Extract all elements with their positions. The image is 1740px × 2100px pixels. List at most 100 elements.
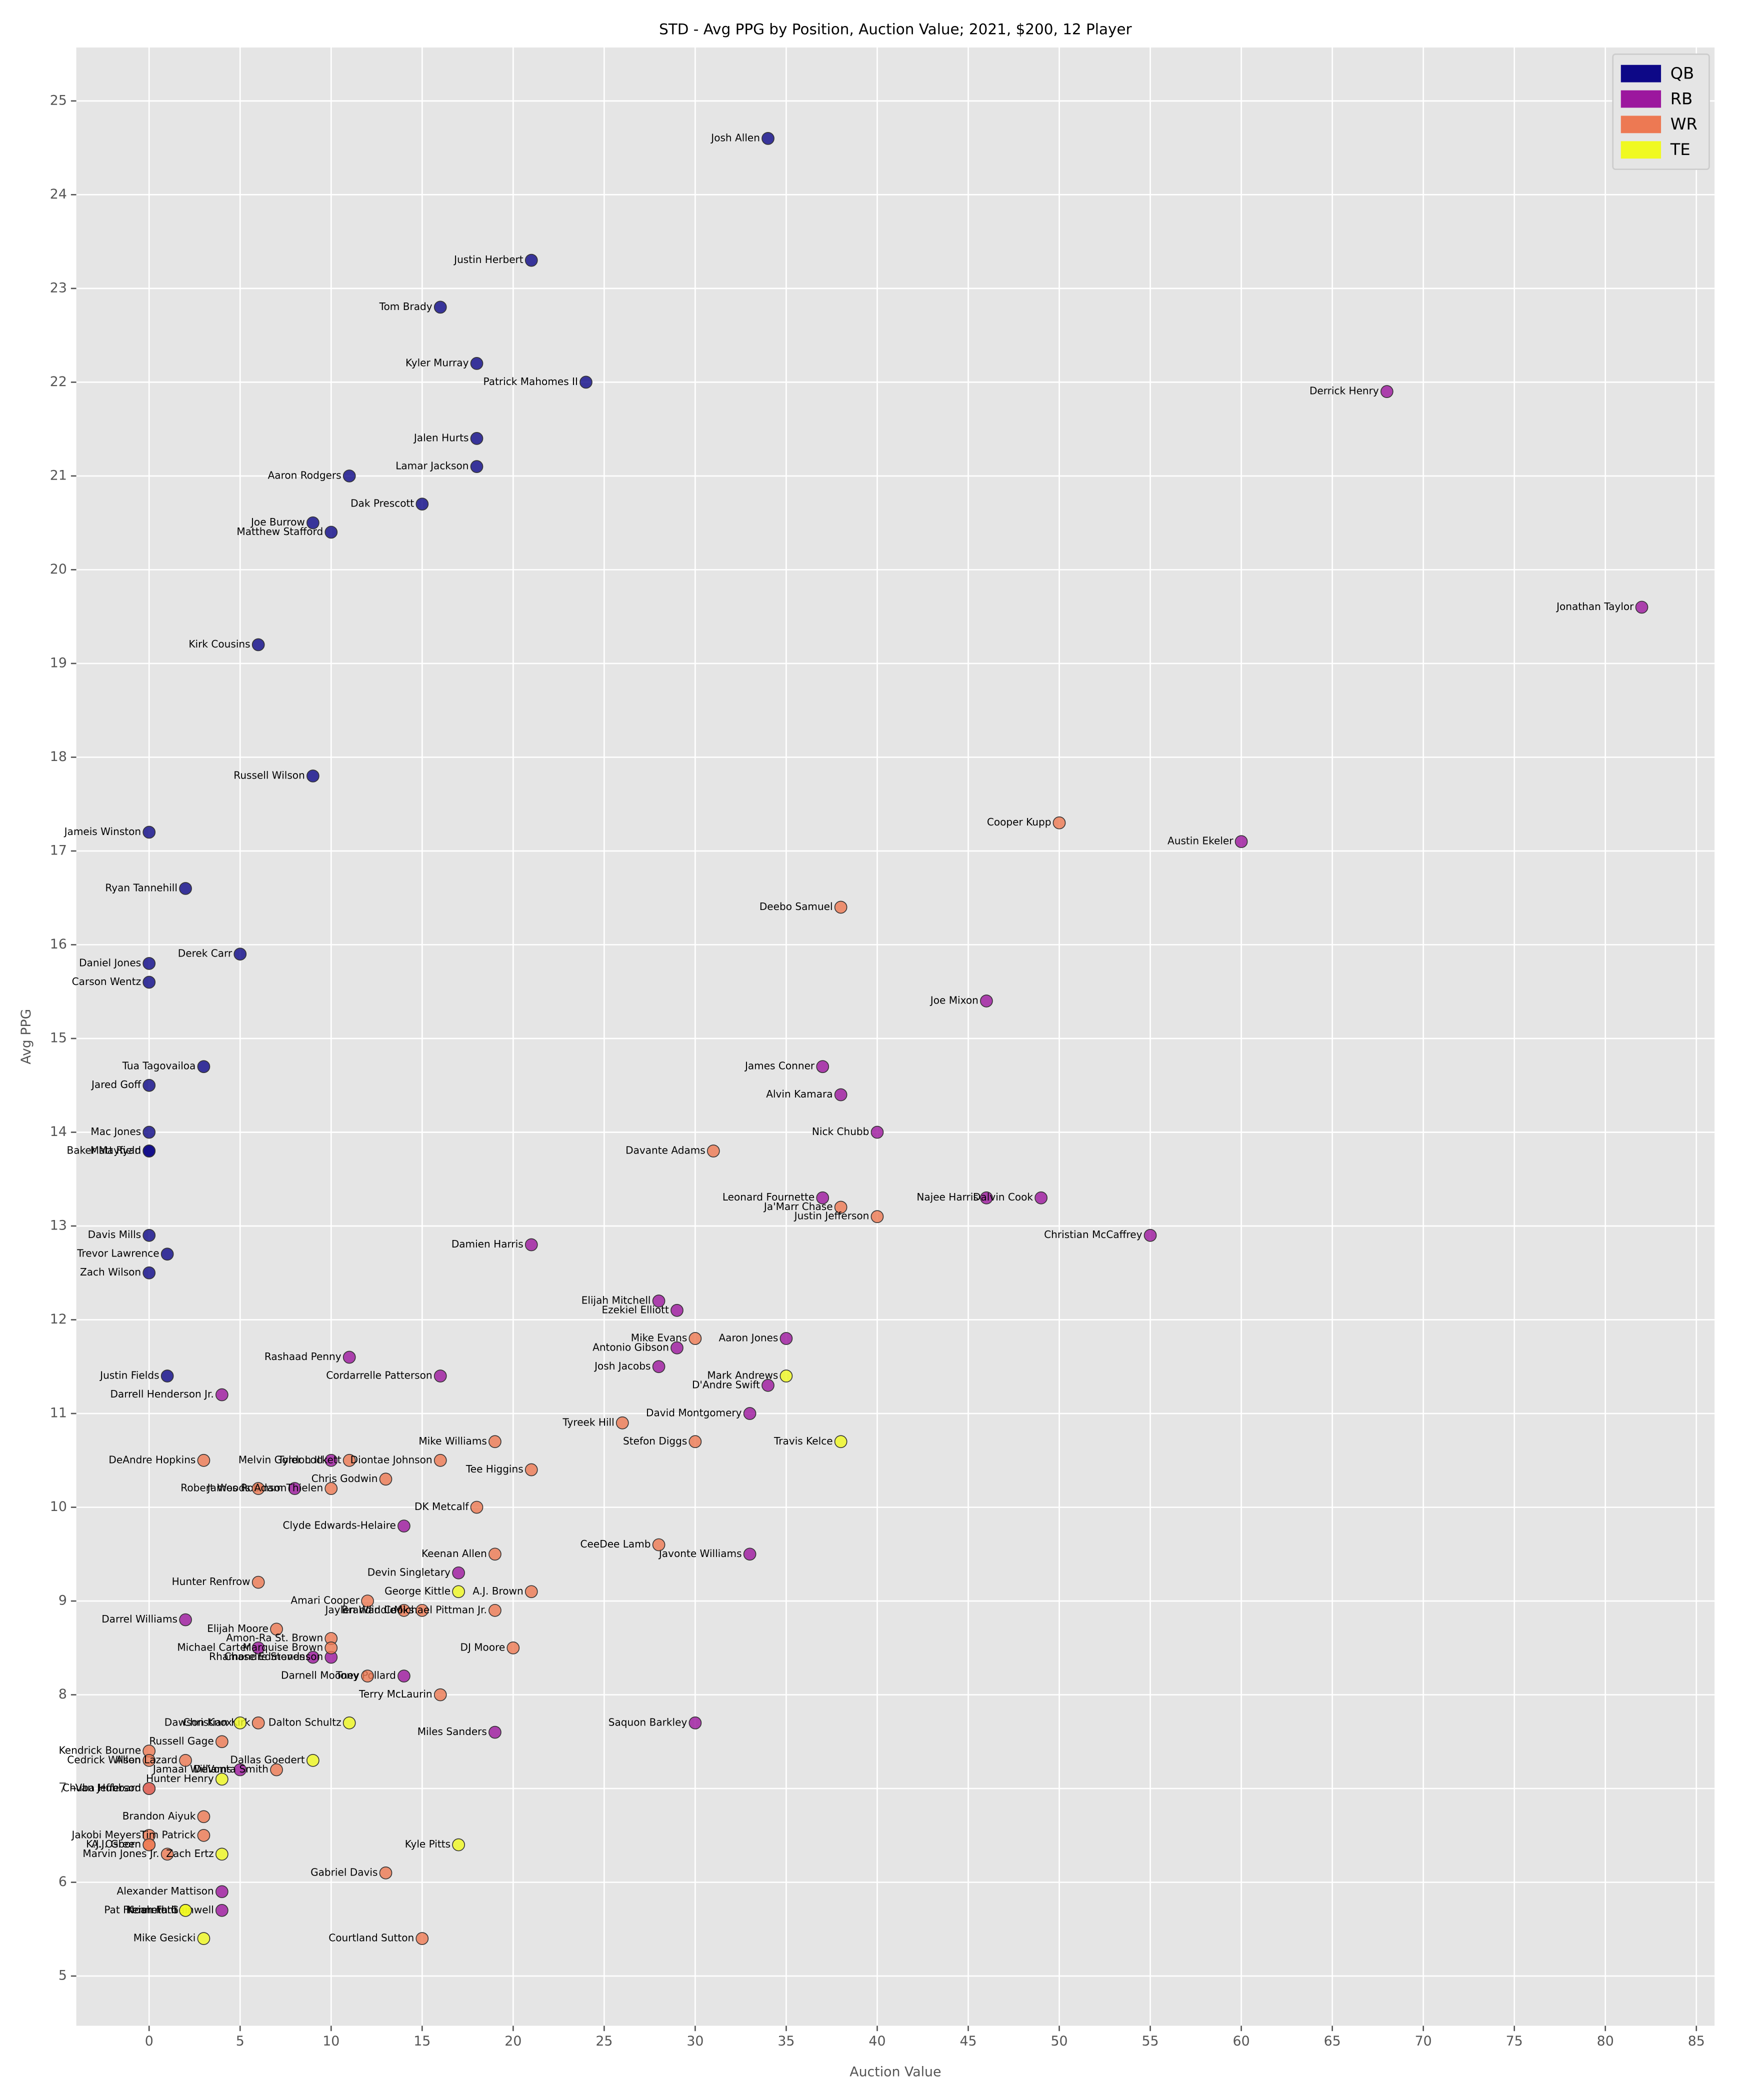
point: [197, 1932, 210, 1945]
x-tick-label: 80: [1597, 2034, 1614, 2049]
point-label: Darrel Williams: [102, 1613, 178, 1625]
point-label: Allen Lazard: [116, 1754, 178, 1766]
point-label: Kyler Murray: [406, 356, 469, 368]
point-label: Tom Brady: [379, 300, 432, 312]
y-tick-label: 11: [50, 1406, 67, 1421]
point: [215, 1848, 228, 1861]
point: [398, 1670, 410, 1682]
y-tick-label: 17: [50, 842, 67, 858]
point-label: Jonathan Taylor: [1556, 600, 1634, 612]
point-label: Elijah Moore: [207, 1622, 268, 1634]
point-label: Justin Fields: [99, 1370, 159, 1382]
point: [342, 1454, 356, 1467]
point-label: Christian McCaffrey: [1044, 1228, 1142, 1240]
point-label: Noah Fant: [127, 1904, 178, 1916]
point: [142, 1782, 156, 1795]
point-label: Alexander Mattison: [117, 1885, 214, 1897]
point-label: Jared Goff: [90, 1078, 142, 1090]
y-tick-label: 7: [58, 1780, 67, 1796]
point-label: Mac Jones: [90, 1126, 141, 1138]
legend-swatch: [1620, 116, 1662, 134]
point: [488, 1604, 502, 1617]
legend-swatch: [1620, 64, 1662, 82]
point-label: Rashaad Penny: [264, 1350, 342, 1362]
x-tick-label: 5: [236, 2034, 244, 2049]
y-tick-label: 15: [50, 1030, 67, 1046]
point: [670, 1304, 684, 1317]
x-tick-label: 50: [1050, 2034, 1068, 2049]
point-label: Brandon Aiyuk: [122, 1810, 196, 1822]
point: [270, 1622, 283, 1636]
point-label: Leonard Fournette: [722, 1191, 814, 1203]
legend-label: WR: [1670, 114, 1698, 134]
point-label: Davante Adams: [626, 1144, 706, 1156]
point-label: Daniel Jones: [79, 956, 141, 968]
point: [270, 1763, 283, 1776]
point-label: Derek Carr: [178, 948, 232, 960]
point-label: Chase Edmonds: [224, 1650, 304, 1662]
point-label: Devin Singletary: [368, 1566, 450, 1578]
point-label: James Robinson: [206, 1482, 287, 1494]
point-label: George Kittle: [384, 1585, 450, 1597]
point: [670, 1341, 684, 1354]
point-label: Travis Kelce: [774, 1435, 833, 1447]
point: [416, 1932, 429, 1945]
point: [142, 1078, 156, 1092]
x-tick-label: 35: [778, 2034, 794, 2049]
point-label: Diontae Johnson: [350, 1454, 432, 1466]
point: [816, 1191, 830, 1204]
point: [142, 976, 156, 989]
point: [834, 1200, 848, 1214]
point: [179, 1613, 192, 1626]
point-label: Kirk Cousins: [188, 638, 250, 650]
point: [780, 1370, 793, 1382]
point: [252, 638, 265, 652]
point-label: Davis Mills: [88, 1228, 142, 1240]
point: [452, 1566, 465, 1580]
point-label: David Montgomery: [646, 1407, 742, 1419]
point-label: Ezekiel Elliott: [602, 1304, 669, 1316]
point: [160, 1848, 174, 1861]
point-label: Matthew Stafford: [236, 526, 323, 538]
point-label: Matt Ryan: [90, 1144, 141, 1156]
point: [142, 826, 156, 839]
legend-swatch: [1620, 141, 1662, 159]
point-label: Chuba Hubbard: [62, 1782, 141, 1794]
point-label: Brandin Cooks: [342, 1604, 414, 1616]
point: [434, 300, 447, 314]
point-label: Joe Burrow: [250, 516, 305, 528]
x-tick-label: 20: [504, 2034, 522, 2049]
point-label: Austin Ekeler: [1168, 835, 1234, 847]
y-tick-label: 19: [50, 655, 67, 670]
point: [179, 882, 192, 895]
point-label: Adam Thielen: [254, 1482, 323, 1494]
point: [324, 526, 338, 539]
point-label: Jamaal Williams: [152, 1763, 232, 1775]
point: [452, 1585, 465, 1598]
point-label: Terry McLaurin: [358, 1688, 432, 1700]
point: [179, 1904, 192, 1917]
point: [470, 357, 484, 370]
x-tick-label: 70: [1415, 2034, 1432, 2049]
point: [215, 1388, 228, 1402]
x-tick-label: 55: [1142, 2034, 1159, 2049]
point-label: Dalton Schultz: [268, 1716, 342, 1728]
point: [379, 1472, 392, 1486]
point: [306, 770, 320, 782]
point: [324, 1454, 338, 1467]
point: [252, 1641, 265, 1654]
point: [416, 1604, 429, 1617]
point-label: Kendrick Bourne: [59, 1744, 142, 1756]
point-label: DK Metcalf: [414, 1500, 469, 1512]
points: Josh Allen Justin Herbert Tom Brady Kyler M…: [59, 132, 1648, 1945]
point: [324, 1641, 338, 1654]
y-tick-label: 16: [50, 936, 67, 952]
point-label: Cordarrelle Patterson: [326, 1370, 432, 1382]
point-label: D'Andre Swift: [692, 1378, 760, 1390]
point-label: Dallas Goedert: [230, 1754, 305, 1766]
point: [306, 516, 320, 530]
point-label: Cooper Kupp: [987, 816, 1052, 828]
point: [980, 994, 993, 1008]
point-label: Nick Chubb: [812, 1126, 870, 1138]
